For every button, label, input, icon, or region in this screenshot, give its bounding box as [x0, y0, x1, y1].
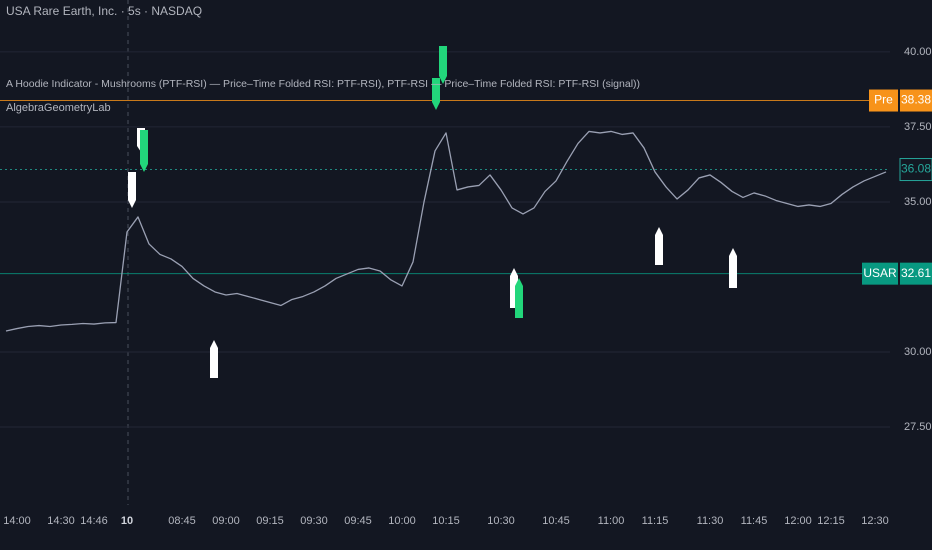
indicator-title: A Hoodie Indicator - Mushrooms (PTF-RSI)… — [6, 78, 640, 90]
x-tick-label: 14:46 — [80, 515, 108, 527]
arrow-down — [140, 130, 148, 172]
signal-markers — [128, 46, 737, 378]
y-tick-label: 37.50 — [904, 121, 932, 133]
price-line-series — [5, 130, 887, 332]
x-tick-label: 09:15 — [256, 515, 284, 527]
x-tick-label: 12:15 — [817, 515, 845, 527]
x-tick-label: 11:15 — [642, 515, 669, 527]
x-tick-label: 11:45 — [741, 515, 768, 527]
price-tag-text: 36.08 — [901, 162, 931, 176]
x-tick-label: 11:30 — [697, 515, 724, 527]
indicator-author: AlgebraGeometryLab — [6, 102, 111, 114]
x-tick-label: 12:30 — [861, 515, 889, 527]
price-tag-name — [862, 262, 898, 285]
x-tick-label: 10 — [121, 515, 133, 527]
x-tick-label: 09:30 — [300, 515, 328, 527]
plot — [0, 51, 890, 428]
price-tag — [900, 262, 932, 285]
x-tick-label: 09:45 — [344, 515, 372, 527]
x-tick-label: 10:15 — [432, 515, 460, 527]
price-tag-name-text: Pre — [874, 93, 893, 107]
price-tag — [899, 158, 932, 182]
arrow-up — [655, 227, 663, 265]
arrow-down — [439, 46, 447, 84]
x-tick-label: 12:00 — [784, 515, 812, 527]
y-tick-label: 30.00 — [904, 346, 932, 358]
x-tick-label: 10:45 — [542, 515, 570, 527]
arrow-up — [210, 340, 218, 378]
x-tick-label: 11:00 — [598, 515, 625, 527]
price-tag-name — [869, 89, 898, 112]
y-tick-label: 40.00 — [904, 46, 932, 58]
arrow-down — [432, 78, 440, 110]
price-tag — [900, 89, 932, 112]
chart-title: USA Rare Earth, Inc. · 5s · NASDAQ — [6, 4, 202, 18]
price-tag-name-text: USAR — [863, 266, 897, 280]
x-tick-label: 14:30 — [47, 515, 75, 527]
y-tick-label: 35.00 — [904, 196, 932, 208]
arrow-up — [515, 278, 523, 318]
x-tick-label: 09:00 — [212, 515, 240, 527]
price-tag-text: 38.38 — [901, 93, 931, 107]
x-tick-label: 08:45 — [168, 515, 196, 527]
arrow-down — [128, 172, 136, 208]
x-tick-label: 10:00 — [388, 515, 416, 527]
y-tick-label: 27.50 — [904, 421, 932, 433]
x-tick-label: 14:00 — [3, 515, 31, 527]
arrow-up — [729, 248, 737, 288]
x-tick-label: 10:30 — [487, 515, 515, 527]
price-tag-text: 32.61 — [901, 266, 931, 280]
